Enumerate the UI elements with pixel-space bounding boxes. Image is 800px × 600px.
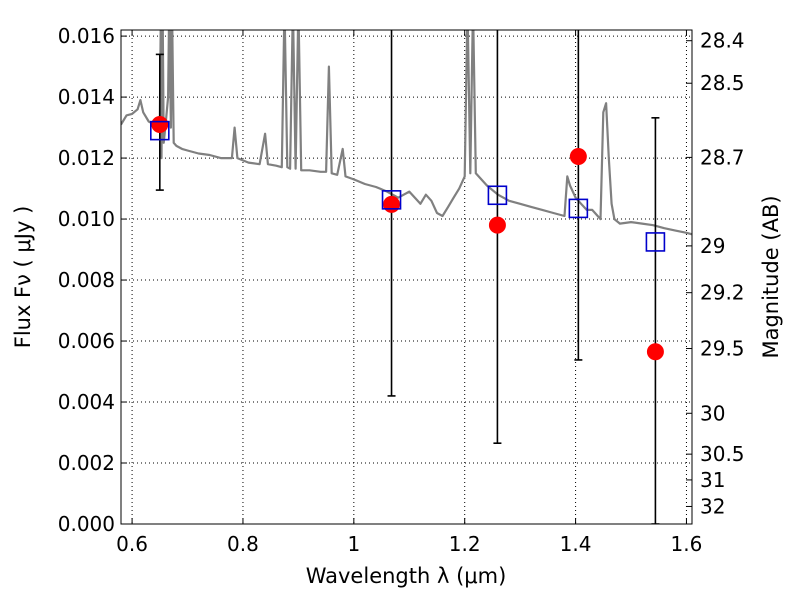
x-tick-label: 0.8	[227, 532, 259, 556]
y-tick-label: 0.016	[58, 24, 115, 48]
y-tick-label: 0.010	[58, 207, 115, 231]
y2-axis-title: Magnitude (AB)	[759, 195, 783, 358]
y2-tick-label: 28.4	[700, 29, 745, 53]
y2-tick-label: 28.7	[700, 145, 745, 169]
x-tick-label: 1.6	[671, 532, 703, 556]
y2-tick-label: 29.2	[700, 281, 745, 305]
y2-tick-label: 31	[700, 468, 725, 492]
model-photometry-series	[150, 120, 666, 252]
x-tick-label: 1	[347, 532, 360, 556]
x-tick-label: 1.4	[560, 532, 592, 556]
observed-photometry-series	[151, 116, 664, 361]
y-tick-label: 0.004	[58, 390, 115, 414]
y2-tick-label: 28.5	[700, 71, 745, 95]
y-tick-label: 0.014	[58, 85, 115, 109]
x-tick-label: 0.6	[116, 532, 148, 556]
y-tick-label: 0.002	[58, 451, 115, 475]
y2-tick-label: 29	[700, 234, 725, 258]
y2-tick-label: 30.5	[700, 442, 745, 466]
observed-point	[646, 343, 664, 361]
model-point	[150, 120, 170, 141]
model-point	[487, 185, 508, 206]
plot-background	[121, 30, 692, 524]
model-spectrum-series	[121, 30, 692, 236]
model-point	[381, 190, 402, 210]
plot-frame	[120, 29, 693, 525]
model-point	[568, 198, 589, 219]
y2-tick-label: 32	[700, 494, 725, 518]
y2-tick-label: 29.5	[700, 337, 745, 361]
y-tick-label: 0.008	[58, 268, 115, 292]
y-tick-label: 0.006	[58, 329, 115, 353]
y-axis-title: Flux Fν ( μJy )	[11, 206, 35, 349]
x-axis-title: Wavelength λ (μm)	[306, 564, 507, 588]
x-tick-label: 1.2	[449, 532, 481, 556]
y-tick-label: 0.012	[58, 146, 115, 170]
y-tick-label: 0.000	[58, 512, 115, 536]
observed-point	[488, 216, 506, 234]
observed-point	[383, 195, 401, 213]
observed-point	[151, 116, 169, 134]
observed-point	[569, 148, 587, 166]
spectrum-line	[121, 30, 692, 236]
ticks: 0.6 0.8 1 1.2 1.4 1.6 0.000 0.002 0.004 0.006 0.00…	[58, 24, 745, 556]
model-point	[645, 232, 666, 252]
y2-tick-label: 30	[700, 401, 725, 425]
